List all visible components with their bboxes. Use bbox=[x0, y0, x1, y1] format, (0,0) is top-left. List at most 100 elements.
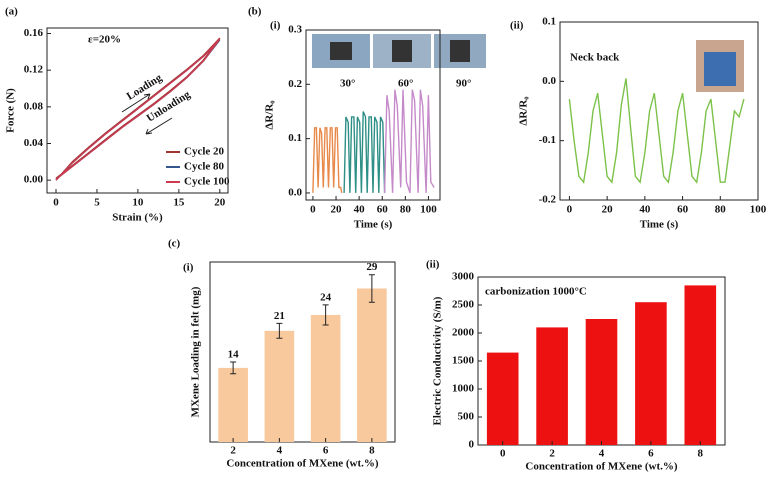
x-tick-label: 2 bbox=[549, 448, 555, 460]
x-tick-label: 0 bbox=[567, 204, 573, 216]
y-tick-label: 1000 bbox=[452, 383, 475, 395]
x-tick-label: 100 bbox=[750, 204, 767, 216]
sensor bbox=[450, 40, 470, 62]
panel-label: (i) bbox=[183, 262, 194, 274]
plot-frame bbox=[305, 29, 441, 201]
x-tick-label: 40 bbox=[639, 204, 651, 216]
y-tick-label: 500 bbox=[458, 411, 475, 423]
x-tick-label: 10 bbox=[132, 197, 144, 209]
y-tick-label: 0.08 bbox=[24, 100, 44, 112]
x-tick-label: 80 bbox=[715, 204, 727, 216]
panel-label: (i) bbox=[270, 20, 281, 32]
data-line bbox=[343, 111, 386, 193]
panel: (ii) -0.2 -0.1 0.0 0.1 0 20 40 60 80 100 Time (s) ΔR… bbox=[510, 16, 767, 231]
bar bbox=[486, 352, 519, 445]
arrow bbox=[121, 93, 151, 113]
group-label: (c) bbox=[168, 238, 181, 250]
error-bar bbox=[230, 361, 237, 375]
panel-label: (ii) bbox=[426, 259, 440, 271]
y-tick-label: -0.1 bbox=[539, 134, 556, 146]
y-tick-label: 0.16 bbox=[24, 27, 44, 39]
y-tick-label: 0.0 bbox=[288, 186, 302, 198]
y-tick-label: 0.1 bbox=[542, 16, 556, 28]
legend-label: Cycle 20 bbox=[184, 146, 225, 158]
x-tick-label: 2 bbox=[230, 445, 236, 457]
x-tick-label: 0 bbox=[53, 197, 59, 209]
x-tick-label: 60 bbox=[677, 204, 689, 216]
x-axis-label: Strain (%) bbox=[112, 212, 163, 224]
x-tick-label: 8 bbox=[369, 445, 375, 457]
data-line bbox=[383, 89, 435, 194]
y-axis-label: Force (N) bbox=[5, 88, 17, 133]
bar bbox=[585, 319, 618, 445]
x-axis-label: Time (s) bbox=[354, 219, 393, 231]
y-tick-label: 0.12 bbox=[24, 64, 44, 76]
annotation: carbonization 1000°C bbox=[485, 286, 587, 298]
x-tick-label: 20 bbox=[331, 204, 343, 216]
y-tick-label: 3000 bbox=[452, 271, 475, 283]
y-tick-label: 0.3 bbox=[288, 24, 302, 36]
y-tick-label: -0.2 bbox=[539, 194, 557, 206]
bar bbox=[635, 302, 667, 445]
group-label: (b) bbox=[248, 6, 262, 18]
y-tick-label: 0.1 bbox=[288, 132, 302, 144]
y-axis-label: ΔR/R₀ bbox=[264, 100, 276, 130]
sensor bbox=[330, 42, 352, 60]
y-tick-label: 0 bbox=[469, 439, 475, 451]
plot-frame bbox=[209, 261, 396, 443]
y-tick-label: 0.2 bbox=[288, 78, 302, 90]
y-axis-label: MXene Loading in felt (mg) bbox=[190, 286, 202, 417]
legend-label: Cycle 100 bbox=[184, 176, 230, 188]
x-tick-label: 0 bbox=[500, 448, 506, 460]
x-tick-label: 80 bbox=[400, 204, 412, 216]
photo-insets bbox=[312, 34, 744, 92]
panel-label: (ii) bbox=[510, 20, 524, 32]
data-line bbox=[55, 38, 221, 181]
bar bbox=[684, 285, 717, 445]
y-tick-label: 1500 bbox=[452, 355, 475, 367]
x-tick-label: 15 bbox=[173, 197, 185, 209]
x-axis-label: Time (s) bbox=[640, 219, 679, 231]
bar bbox=[218, 367, 248, 442]
x-tick-label: 4 bbox=[277, 445, 283, 457]
x-tick-label: 8 bbox=[698, 448, 704, 460]
x-tick-label: 5 bbox=[94, 197, 100, 209]
y-axis-label: Electric Conductivity (S/m) bbox=[432, 296, 444, 425]
x-axis-label: Concentration of MXene (wt.%) bbox=[226, 458, 378, 470]
x-tick-label: 40 bbox=[354, 204, 366, 216]
data-line bbox=[55, 37, 221, 181]
x-tick-label: 0 bbox=[310, 204, 316, 216]
plot-frame bbox=[559, 21, 759, 201]
y-tick-label: 0.0 bbox=[542, 75, 556, 87]
error-bar bbox=[368, 274, 375, 303]
legend-label: Cycle 80 bbox=[184, 161, 225, 173]
annotation: 30° bbox=[340, 78, 355, 90]
sensor bbox=[392, 40, 412, 62]
y-tick-label: 0.00 bbox=[24, 174, 44, 186]
x-tick-label: 100 bbox=[420, 204, 437, 216]
x-tick-label: 6 bbox=[648, 448, 654, 460]
data-label: 14 bbox=[228, 349, 240, 361]
annotation: 60° bbox=[398, 78, 413, 90]
x-tick-label: 60 bbox=[377, 204, 389, 216]
x-axis-label: Concentration of MXene (wt.%) bbox=[525, 461, 677, 473]
data-line bbox=[568, 78, 745, 184]
arrow bbox=[145, 117, 173, 135]
data-line bbox=[312, 127, 343, 194]
bar bbox=[310, 314, 341, 442]
annotation: Neck back bbox=[570, 52, 620, 64]
bar bbox=[264, 330, 295, 442]
panel-label: (a) bbox=[5, 6, 18, 18]
y-tick-label: 0.04 bbox=[24, 137, 44, 149]
error-bar bbox=[276, 322, 283, 339]
data-label: 29 bbox=[366, 261, 378, 273]
error-bar bbox=[322, 304, 329, 326]
panel: (ii) 0 500 1000 1500 2000 2500 3000 Concentratio… bbox=[426, 259, 726, 473]
x-tick-label: 20 bbox=[214, 197, 226, 209]
data-label: 24 bbox=[320, 291, 332, 303]
x-tick-label: 20 bbox=[602, 204, 614, 216]
panel: (i) (b) 0.0 0.1 0.2 0.3 0 20 40 60 80 100 Time (s) ΔR… bbox=[248, 6, 471, 231]
panel: (i) (c) Concentration of MXene (wt.%) MXene… bbox=[168, 238, 396, 470]
